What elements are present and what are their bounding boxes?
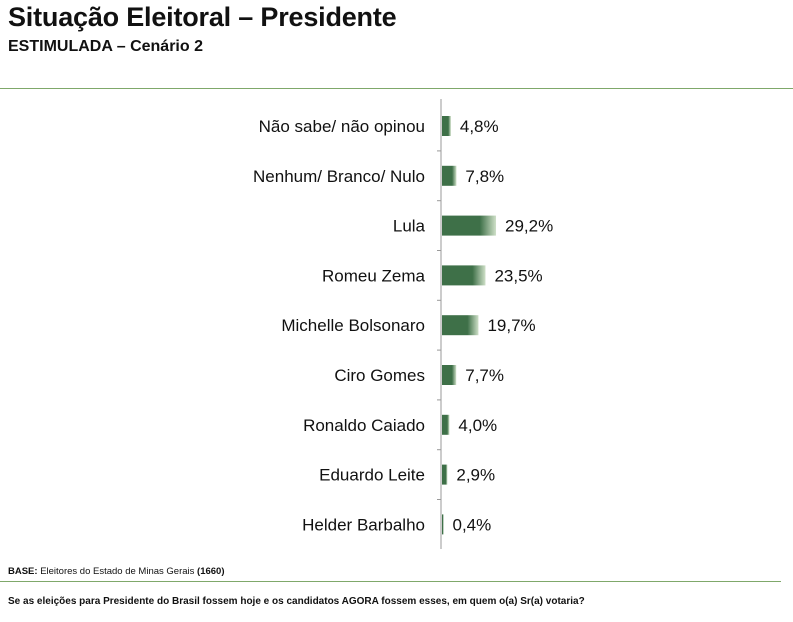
value-label: 0,4% xyxy=(453,515,492,534)
category-label: Michelle Bolsonaro xyxy=(281,316,425,335)
value-label: 23,5% xyxy=(494,266,542,285)
bar xyxy=(442,315,479,336)
category-label: Lula xyxy=(393,217,426,236)
category-label: Eduardo Leite xyxy=(319,466,425,485)
bar-chart: Não sabe/ não opinou 4,8% Nenhum/ Branco/ … xyxy=(253,99,553,549)
base-label: BASE: xyxy=(8,566,38,577)
bar xyxy=(442,464,448,485)
value-label: 7,8% xyxy=(465,167,504,186)
value-label: 19,7% xyxy=(487,316,535,335)
bar xyxy=(442,365,457,385)
category-label: Romeu Zema xyxy=(322,266,426,285)
page-subtitle: ESTIMULADA – Cenário 2 xyxy=(8,38,203,55)
value-label: 4,8% xyxy=(460,117,499,136)
base-text: Eleitores do Estado de Minas Gerais xyxy=(40,566,195,577)
header-divider xyxy=(0,88,793,89)
base-count: (1660) xyxy=(197,566,225,577)
survey-question: Se as eleições para Presidente do Brasil… xyxy=(8,596,585,607)
bar xyxy=(442,116,451,136)
bar xyxy=(442,215,497,236)
value-label: 7,7% xyxy=(465,366,504,385)
value-label: 4,0% xyxy=(458,416,497,435)
bar xyxy=(442,265,486,286)
category-label: Ciro Gomes xyxy=(334,366,425,385)
bar xyxy=(442,514,444,535)
category-label: Ronaldo Caiado xyxy=(303,416,425,435)
category-label: Helder Barbalho xyxy=(302,515,425,534)
category-label: Não sabe/ não opinou xyxy=(259,117,425,136)
base-note: BASE: Eleitores do Estado de Minas Gerai… xyxy=(8,566,225,577)
footer-divider xyxy=(0,581,781,582)
value-label: 29,2% xyxy=(505,217,553,236)
bar xyxy=(442,165,457,186)
value-label: 2,9% xyxy=(456,466,495,485)
bar xyxy=(442,414,450,435)
page-title: Situação Eleitoral – Presidente xyxy=(8,2,397,32)
category-label: Nenhum/ Branco/ Nulo xyxy=(253,167,425,186)
